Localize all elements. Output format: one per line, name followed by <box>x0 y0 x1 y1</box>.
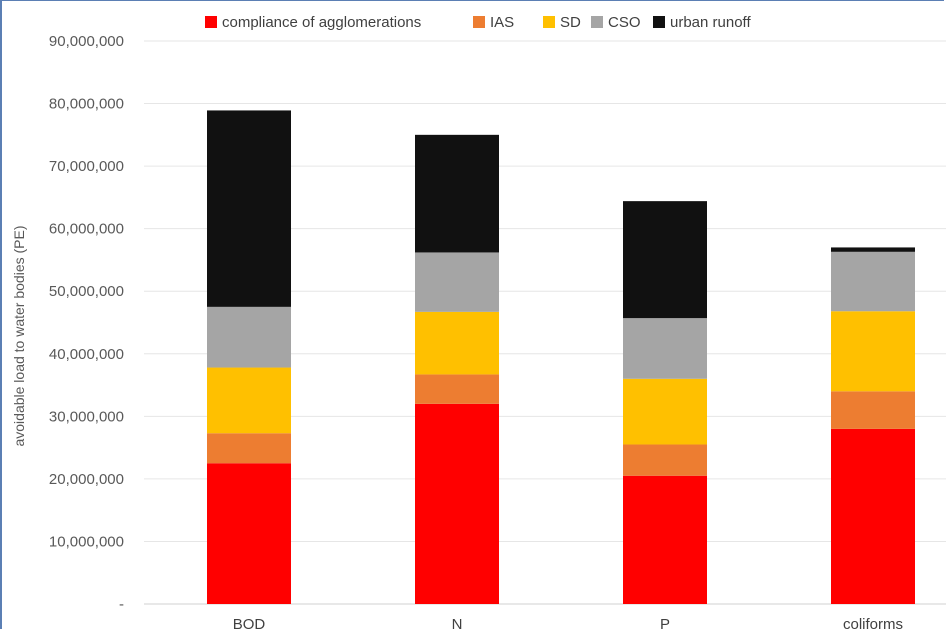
bar-segment <box>415 134 499 253</box>
y-axis-title: avoidable load to water bodies (PE) <box>11 225 27 446</box>
bar-segment <box>415 374 499 404</box>
x-category-label: P <box>660 616 670 630</box>
bar-segment <box>207 306 291 368</box>
y-tick-label: 50,000,000 <box>49 283 124 300</box>
bar-segment <box>415 311 499 375</box>
y-tick-label: - <box>119 596 124 613</box>
bar-segment <box>831 311 915 392</box>
y-axis-tick-labels: - 10,000,000 20,000,000 30,000,000 40,000,00… <box>49 33 124 613</box>
bar-segment <box>207 367 291 434</box>
y-tick-label: 60,000,000 <box>49 221 124 238</box>
bar-segment <box>207 463 291 604</box>
bar-segment <box>623 378 707 445</box>
y-tick-label: 40,000,000 <box>49 346 124 363</box>
x-category-label: coliforms <box>843 616 903 630</box>
x-category-label: BOD <box>233 616 266 630</box>
bar-segment <box>623 444 707 476</box>
legend: compliance of agglomerations IAS SD CSO urba… <box>205 14 751 31</box>
y-tick-label: 80,000,000 <box>49 96 124 113</box>
bar-segment <box>415 403 499 604</box>
legend-label: IAS <box>490 14 514 31</box>
legend-label: CSO <box>608 14 641 31</box>
bar-segment <box>623 318 707 379</box>
bar-segment <box>415 252 499 312</box>
legend-label: urban runoff <box>670 14 751 31</box>
legend-swatch <box>543 16 555 28</box>
bars <box>207 110 915 604</box>
y-tick-label: 10,000,000 <box>49 533 124 550</box>
bar-segment <box>831 428 915 604</box>
y-tick-label: 70,000,000 <box>49 158 124 175</box>
bar-segment <box>831 251 915 312</box>
legend-label: compliance of agglomerations <box>222 14 421 31</box>
bar-segment <box>207 433 291 464</box>
legend-swatch <box>205 16 217 28</box>
legend-label: SD <box>560 14 581 31</box>
bar-segment <box>623 475 707 604</box>
y-tick-label: 90,000,000 <box>49 33 124 50</box>
legend-swatch <box>591 16 603 28</box>
bar-segment <box>831 391 915 429</box>
bar-segment <box>207 110 291 307</box>
bar-segment <box>623 201 707 319</box>
legend-swatch <box>653 16 665 28</box>
x-category-label: N <box>452 616 463 630</box>
bar-segment <box>831 247 915 252</box>
y-tick-label: 20,000,000 <box>49 471 124 488</box>
legend-swatch <box>473 16 485 28</box>
y-tick-label: 30,000,000 <box>49 408 124 425</box>
